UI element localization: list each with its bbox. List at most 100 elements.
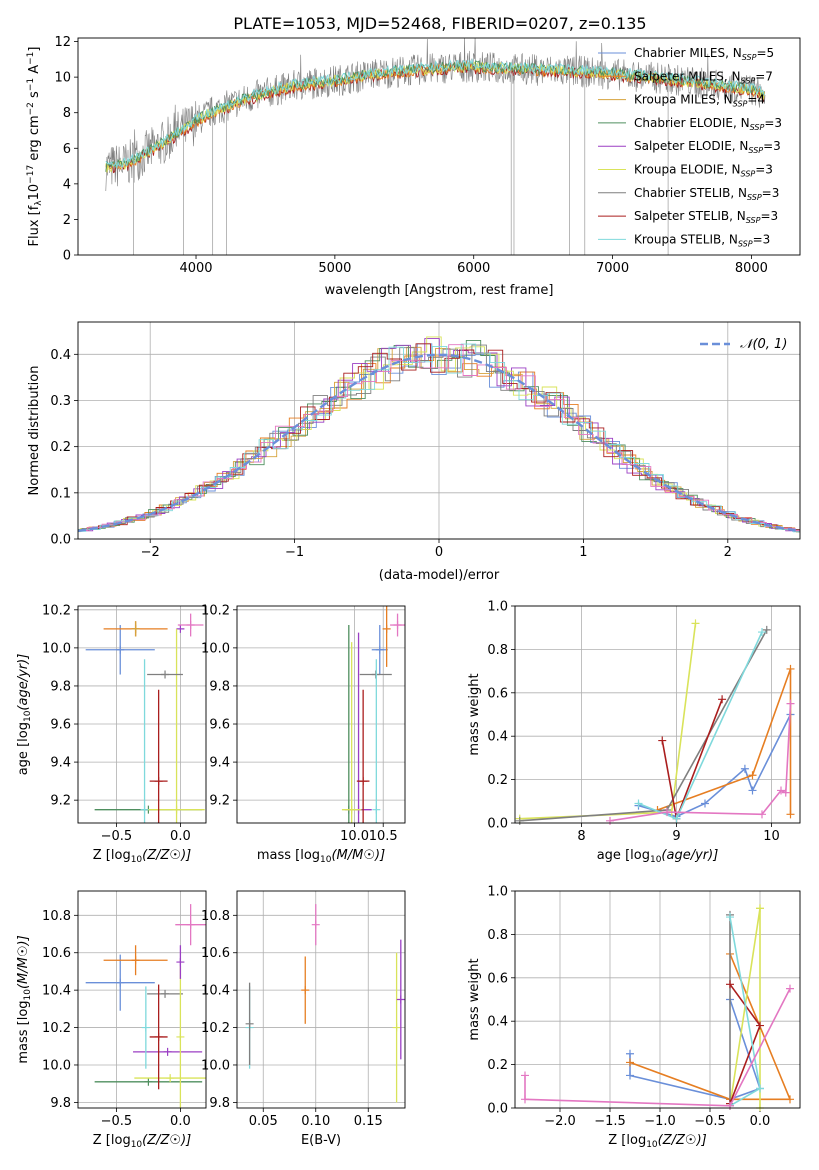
model-spectrum-line xyxy=(105,58,765,169)
legend-n: =5 xyxy=(756,46,774,60)
legend-name: Salpeter ELODIE, N xyxy=(634,139,748,153)
data-point-marker xyxy=(634,799,643,808)
data-point-marker xyxy=(521,1095,529,1104)
xlabel-main: Z [log xyxy=(93,848,131,863)
tick-label-y: 10.2 xyxy=(42,603,71,618)
data-point-marker xyxy=(301,986,310,995)
legend-entry: Kroupa STELIB, NSSP=3 xyxy=(634,232,770,248)
tick-label-y: 9.8 xyxy=(50,679,71,694)
series-line xyxy=(519,623,697,820)
tick-label-y: 10.4 xyxy=(201,984,230,999)
legend-sub: SSP xyxy=(738,239,753,248)
data-point-marker xyxy=(163,1047,172,1056)
legend-name: Chabrier ELODIE, N xyxy=(634,116,750,130)
legend-sub: SSP xyxy=(748,146,763,155)
legend-sub: SSP xyxy=(741,170,756,179)
ylabel-part: −1 xyxy=(26,52,36,65)
normal-curve xyxy=(78,353,800,533)
tick-label-x: −1.5 xyxy=(594,1114,626,1129)
mass_vs_ebv-points xyxy=(245,904,405,1103)
tick-label-x: −0.5 xyxy=(694,1114,726,1129)
data-point-marker xyxy=(756,1021,764,1030)
histogram-step xyxy=(78,344,800,532)
data-point-marker xyxy=(515,816,524,825)
tick-label-y: 9.6 xyxy=(209,718,230,733)
legend-n: =3 xyxy=(760,209,778,223)
ylabel-sub: 10 xyxy=(23,710,33,722)
xlabel-rest: (Z/Z☉)] xyxy=(142,1133,191,1148)
tick-label-y: 0.2 xyxy=(487,773,508,788)
data-point-marker xyxy=(154,1032,163,1041)
data-point-marker xyxy=(758,628,766,637)
tick-label-y: 0.4 xyxy=(487,1015,508,1030)
xlabel-sub: 10 xyxy=(131,855,143,865)
legend-n: =3 xyxy=(764,116,782,130)
residuals-axes: −2 −1 0 1 2 0.0 0.1 0.2 0.3 0.4 (data-model)/error… xyxy=(27,322,800,583)
data-point-marker xyxy=(144,1077,153,1086)
legend-sub: SSP xyxy=(741,76,756,85)
xlabel-sub: 10 xyxy=(131,1140,143,1150)
histogram-steps xyxy=(78,336,800,533)
ylabel-part: erg cm xyxy=(27,115,42,164)
mass_vs_z-axes: −0.5 0.09.810.010.210.410.610.8Z [log10(Z… xyxy=(16,891,206,1150)
data-point-marker xyxy=(740,764,749,773)
series-line xyxy=(657,668,792,815)
ylabel-rest: (age/yr)] xyxy=(16,654,31,711)
age_vs_mass-points xyxy=(341,606,405,823)
tick-label-x: −2.0 xyxy=(544,1114,576,1129)
tick-label-y: 10.0 xyxy=(201,641,230,656)
histogram-step xyxy=(78,344,800,532)
series-line xyxy=(519,629,768,822)
data-point-marker xyxy=(172,805,181,814)
age_vs_z-axes: −0.5 0.09.29.49.69.810.010.2Z [log10(Z/Z☉… xyxy=(16,603,206,865)
ylabel-part: 10 xyxy=(27,184,42,201)
tick-label-y: 10.2 xyxy=(201,1021,230,1036)
legend-name: Salpeter MILES, N xyxy=(634,69,741,83)
data-point-marker xyxy=(176,624,185,633)
age-vs-z-xlabel: Z [log10(Z/Z☉)] xyxy=(93,848,191,865)
tick-label-y: 9.8 xyxy=(209,679,230,694)
data-point-marker xyxy=(131,956,140,965)
legend-sub: SSP xyxy=(750,123,765,132)
tick-label-x: 0.15 xyxy=(354,1114,383,1129)
tick-label-y: 0.0 xyxy=(487,1102,508,1117)
mw-vs-age-xlabel: age [log10(age/yr)] xyxy=(597,848,719,865)
data-point-marker xyxy=(186,621,195,630)
legend-entry: Salpeter MILES, NSSP=7 xyxy=(634,69,773,85)
tick-label-x: 10 xyxy=(763,829,780,844)
tick-label-x: 9 xyxy=(672,829,680,844)
data-point-marker xyxy=(347,805,356,814)
data-point-marker xyxy=(186,920,195,929)
tick-label-x: −1 xyxy=(285,545,304,560)
tick-label-y: 0.8 xyxy=(487,928,508,943)
data-point-marker xyxy=(375,645,384,654)
data-point-marker xyxy=(748,786,757,795)
tick-label-y: 9.4 xyxy=(209,756,230,771)
data-point-marker xyxy=(176,958,185,967)
ylabel-main: mass [log xyxy=(16,1000,31,1063)
series-line xyxy=(638,714,792,818)
tick-label-x: 0.0 xyxy=(750,1114,771,1129)
tick-label-y: 4 xyxy=(63,177,71,192)
data-point-marker xyxy=(756,904,764,913)
tick-label-y: 9.6 xyxy=(50,718,71,733)
data-point-marker xyxy=(701,799,709,808)
data-point-marker xyxy=(726,913,734,922)
tick-label-x: −1.0 xyxy=(644,1114,676,1129)
data-point-marker xyxy=(672,814,681,823)
data-point-marker xyxy=(161,989,170,998)
xlabel-rest: (M/M☉)] xyxy=(331,848,385,863)
tick-label-x: 1 xyxy=(579,545,587,560)
age_vs_mass-frame xyxy=(236,605,406,824)
tick-label-y: 10.8 xyxy=(201,909,230,924)
tick-label-x: 0.05 xyxy=(249,1114,278,1129)
residuals-frame xyxy=(77,321,801,540)
tick-label-y: 10.0 xyxy=(201,1058,230,1073)
tick-label-y: 0.4 xyxy=(487,730,508,745)
data-point-marker xyxy=(781,788,790,797)
tick-label-x: 8000 xyxy=(735,261,768,276)
xlabel-rest: (age/yr)] xyxy=(661,848,718,863)
xlabel-rest: (Z/Z☉)] xyxy=(658,1133,707,1148)
